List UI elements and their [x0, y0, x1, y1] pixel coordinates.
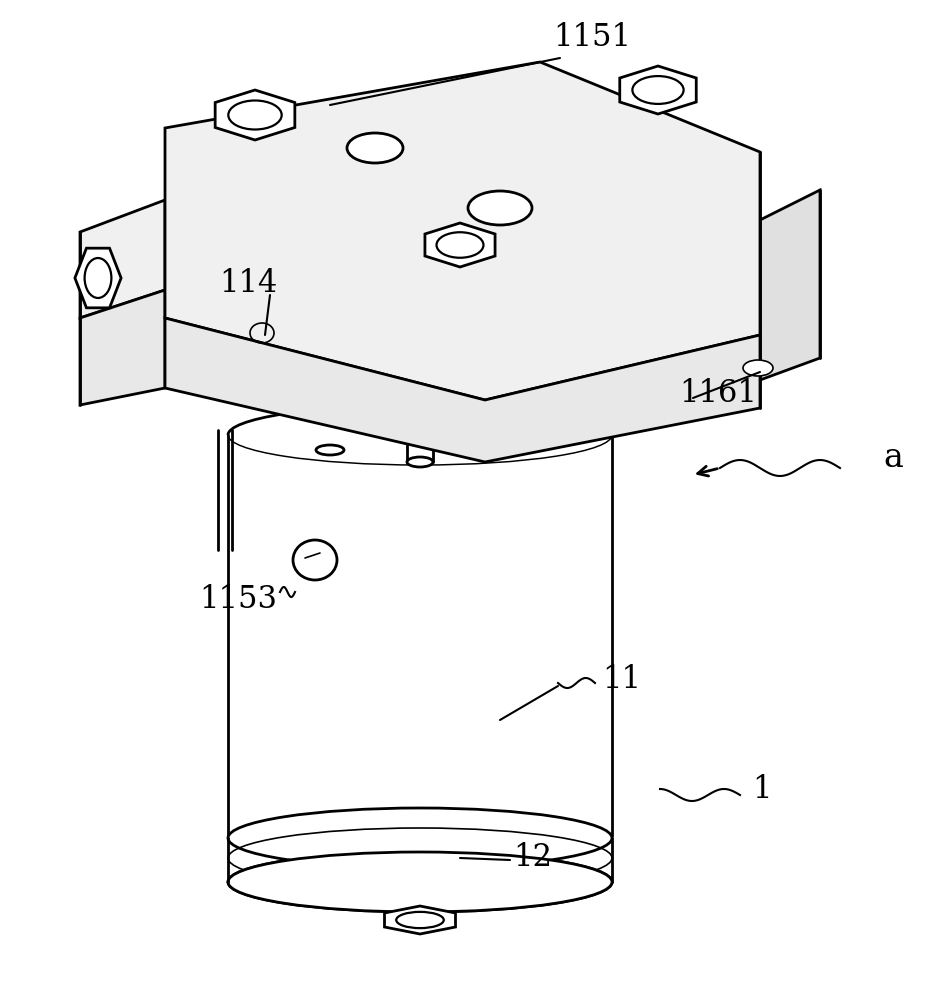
Polygon shape — [165, 318, 760, 462]
Polygon shape — [75, 248, 122, 308]
Polygon shape — [760, 190, 820, 380]
Text: 1153: 1153 — [199, 584, 277, 615]
Ellipse shape — [293, 540, 337, 580]
Text: 114: 114 — [219, 267, 277, 298]
Ellipse shape — [743, 360, 773, 376]
Ellipse shape — [468, 191, 532, 225]
Polygon shape — [80, 290, 165, 405]
Polygon shape — [228, 435, 612, 882]
Ellipse shape — [397, 912, 444, 928]
Ellipse shape — [632, 76, 684, 104]
Ellipse shape — [228, 852, 612, 912]
Ellipse shape — [347, 133, 403, 163]
Ellipse shape — [228, 808, 612, 868]
Polygon shape — [620, 66, 696, 114]
Ellipse shape — [85, 258, 111, 298]
Polygon shape — [165, 62, 760, 400]
Polygon shape — [228, 838, 612, 882]
Text: 11: 11 — [603, 664, 642, 696]
Ellipse shape — [407, 457, 433, 467]
Ellipse shape — [316, 445, 344, 455]
Ellipse shape — [436, 232, 483, 258]
Ellipse shape — [228, 852, 612, 912]
Text: 1151: 1151 — [553, 22, 631, 53]
Text: 12: 12 — [513, 842, 553, 872]
Ellipse shape — [228, 101, 282, 129]
Text: a: a — [883, 442, 903, 474]
Polygon shape — [215, 90, 295, 140]
Polygon shape — [425, 223, 495, 267]
Polygon shape — [80, 200, 165, 318]
Text: 1: 1 — [753, 774, 771, 806]
Text: 1161: 1161 — [679, 377, 757, 408]
Polygon shape — [384, 906, 456, 934]
